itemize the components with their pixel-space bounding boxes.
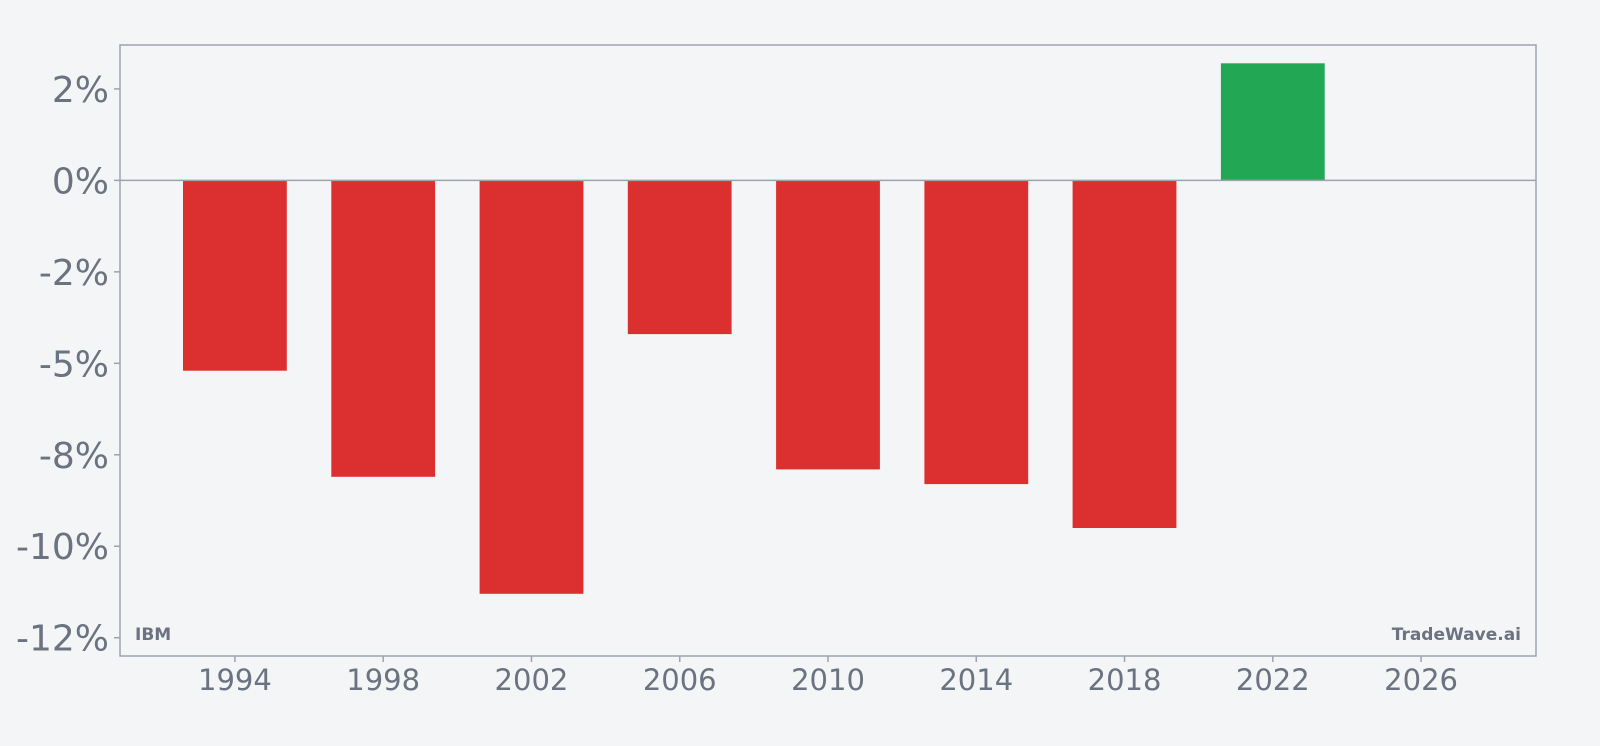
bar-2010 bbox=[776, 180, 880, 470]
bars-group bbox=[183, 63, 1325, 594]
x-axis: 1994 1998 2002 2006 2010 2014 2018 2022 2026 bbox=[198, 656, 1458, 697]
y-axis: 2% 0% -2% -5% -8% -10% -12% bbox=[16, 70, 120, 660]
bar-2014 bbox=[924, 180, 1029, 485]
x-tick-label: 2010 bbox=[791, 663, 865, 697]
x-tick-label: 2018 bbox=[1088, 663, 1162, 697]
y-tick-label: -10% bbox=[16, 527, 109, 568]
x-tick-label: 2022 bbox=[1236, 663, 1310, 697]
bar-2006 bbox=[627, 180, 732, 335]
y-tick-label: -2% bbox=[39, 253, 109, 294]
y-tick-label: 0% bbox=[52, 161, 109, 202]
x-tick-label: 1994 bbox=[198, 663, 272, 697]
x-tick-label: 1998 bbox=[346, 663, 420, 697]
x-tick-label: 2014 bbox=[939, 663, 1013, 697]
bar-1998 bbox=[331, 180, 436, 477]
watermark-right: TradeWave.ai bbox=[1392, 625, 1521, 645]
y-tick-label: 2% bbox=[52, 70, 109, 111]
bar-2018 bbox=[1072, 180, 1177, 528]
y-tick-label: -12% bbox=[16, 619, 109, 660]
bar-2022 bbox=[1220, 63, 1325, 181]
y-tick-label: -5% bbox=[39, 344, 109, 385]
x-tick-label: 2002 bbox=[495, 663, 569, 697]
watermark-left: IBM bbox=[135, 625, 171, 645]
y-tick-label: -8% bbox=[39, 436, 109, 477]
bar-2002 bbox=[479, 180, 584, 594]
x-tick-label: 2006 bbox=[643, 663, 717, 697]
bar-1994 bbox=[183, 180, 287, 371]
x-tick-label: 2026 bbox=[1384, 663, 1458, 697]
